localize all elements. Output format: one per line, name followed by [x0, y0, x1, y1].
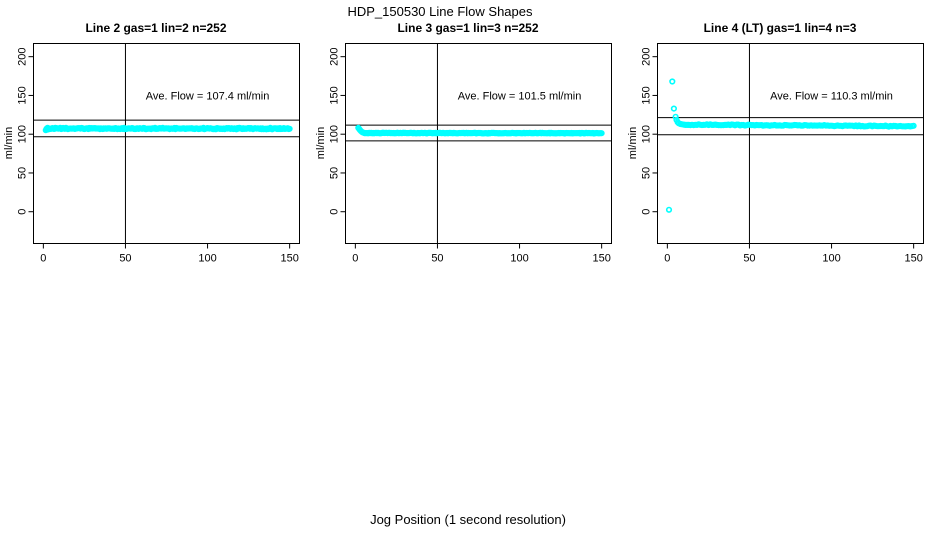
y-tick-label: 100 [328, 125, 340, 143]
subplot-line2: Line 2 gas=1 lin=2 n=252 ml/min 0 50 100 15… [0, 0, 312, 270]
x-tick-label: 150 [592, 253, 610, 265]
x-tick-label: 150 [904, 253, 922, 265]
data-points [42, 124, 293, 134]
x-tick-label: 100 [822, 253, 840, 265]
y-tick-label: 150 [640, 86, 652, 104]
x-tick-label: 0 [352, 253, 358, 265]
y-tick-label: 200 [16, 47, 28, 65]
x-tick-label: 0 [40, 253, 46, 265]
threshold-lines [33, 119, 300, 138]
y-axis-ticks: 0 50 100 150 200 [328, 47, 346, 215]
y-tick-label: 50 [16, 167, 28, 179]
plot-box [657, 43, 924, 244]
threshold-lines [345, 124, 612, 142]
y-tick-label: 0 [328, 209, 340, 215]
y-tick-label: 100 [640, 125, 652, 143]
plot-box [33, 43, 300, 244]
x-tick-label: 0 [664, 253, 670, 265]
x-tick-label: 50 [119, 253, 131, 265]
y-axis-ticks: 0 50 100 150 200 [16, 47, 34, 215]
x-axis-ticks: 0 50 100 150 [664, 243, 923, 265]
x-axis-ticks: 0 50 100 150 [40, 243, 299, 265]
flow-annotation: Ave. Flow = 107.4 ml/min [146, 90, 270, 102]
x-axis-label: Jog Position (1 second resolution) [370, 512, 566, 527]
subplot-line3-plot-area: 0 50 100 150 0 50 100 150 200 Ave. Flow = 101.5 m… [328, 43, 612, 265]
subplot-line4: Line 4 (LT) gas=1 lin=4 n=3 ml/min 0 50 10… [624, 0, 936, 270]
y-tick-label: 0 [16, 209, 28, 215]
y-axis-ticks: 0 50 100 150 200 [640, 47, 658, 215]
subplot-line3-title: Line 3 gas=1 lin=3 n=252 [397, 21, 539, 35]
subplot-line2-title: Line 2 gas=1 lin=2 n=252 [85, 21, 227, 35]
x-tick-label: 100 [198, 253, 216, 265]
x-tick-label: 50 [431, 253, 443, 265]
y-tick-label: 50 [640, 167, 652, 179]
y-tick-label: 150 [16, 86, 28, 104]
subplot-line2-plot-area: 0 50 100 150 0 50 100 150 200 Ave. Flow = 107.4 m… [16, 43, 300, 265]
data-points [355, 124, 605, 137]
flow-annotation: Ave. Flow = 110.3 ml/min [770, 90, 893, 102]
main-title: HDP_150530 Line Flow Shapes [347, 4, 533, 19]
plot-box [345, 43, 612, 244]
y-tick-label: 100 [16, 125, 28, 143]
x-tick-label: 100 [510, 253, 528, 265]
subplot-line4-plot-area: 0 50 100 150 0 50 100 150 200 Ave. Flow = 110.3 m… [640, 43, 924, 265]
y-tick-label: 200 [328, 47, 340, 65]
x-axis-ticks: 0 50 100 150 [352, 243, 611, 265]
y-tick-label: 0 [640, 209, 652, 215]
y-tick-label: 150 [328, 86, 340, 104]
subplot-line3: Line 3 gas=1 lin=3 n=252 ml/min 0 50 100 15… [312, 0, 624, 270]
subplot-line4-title: Line 4 (LT) gas=1 lin=4 n=3 [703, 21, 857, 35]
x-tick-label: 150 [280, 253, 298, 265]
x-tick-label: 50 [743, 253, 755, 265]
data-points [665, 78, 917, 213]
y-tick-label: 50 [328, 167, 340, 179]
y-tick-label: 200 [640, 47, 652, 65]
threshold-lines [657, 117, 924, 136]
flow-annotation: Ave. Flow = 101.5 ml/min [458, 90, 582, 102]
